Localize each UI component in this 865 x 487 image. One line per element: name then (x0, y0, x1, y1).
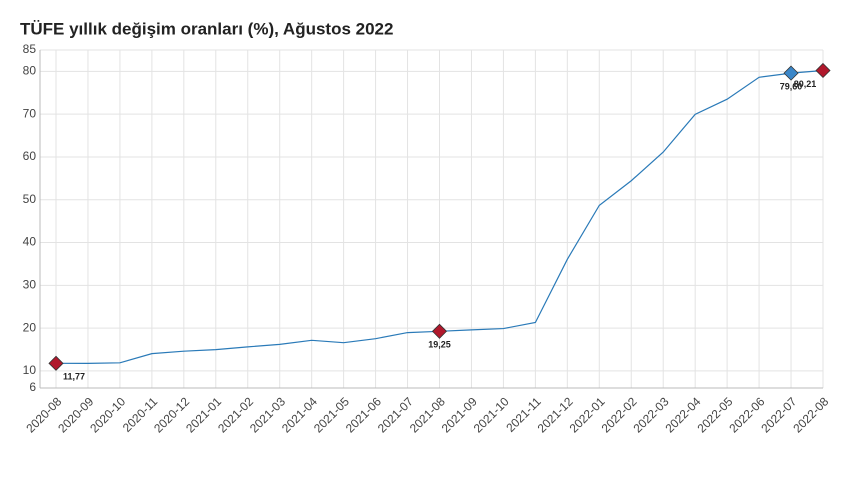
x-tick-label: 2022-08 (790, 394, 831, 435)
y-tick-label: 80 (23, 64, 37, 78)
marker (431, 323, 448, 339)
y-tick-label: 50 (23, 192, 37, 206)
marker (783, 65, 799, 81)
y-tick-label: 30 (23, 277, 37, 291)
x-tick-label: 2020-10 (87, 394, 128, 435)
x-tick-label: 2021-10 (471, 394, 512, 435)
value-label: 11,77 (63, 372, 85, 382)
value-label: 79,60 (780, 81, 803, 91)
y-tick-label: 60 (23, 149, 37, 163)
value-label: 80,21 (794, 79, 817, 89)
y-tick-label: 10 (23, 363, 37, 377)
y-tick-label: 6 (29, 380, 36, 394)
y-tick-label: 20 (23, 320, 37, 334)
marker (48, 355, 64, 371)
y-tick-label: 70 (23, 106, 37, 120)
value-label: 19,25 (428, 340, 451, 350)
y-tick-label: 85 (23, 42, 37, 56)
y-tick-label: 40 (23, 235, 37, 249)
marker (815, 62, 831, 79)
chart-title: TÜFE yıllık değişim oranları (%), Ağusto… (20, 19, 393, 38)
